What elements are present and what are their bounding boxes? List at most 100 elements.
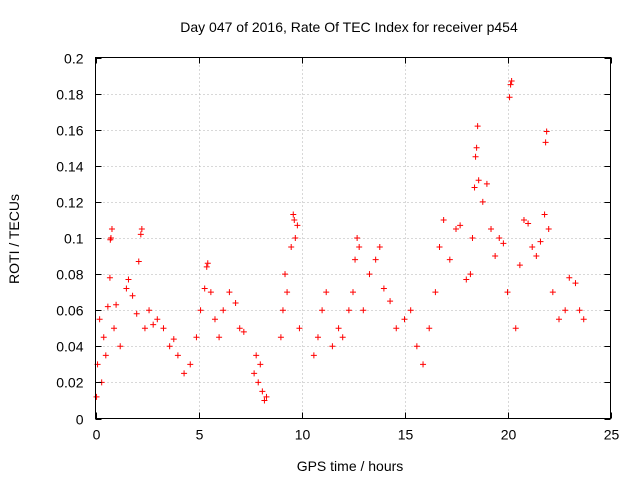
x-tick-label: 25 xyxy=(604,427,620,443)
data-points xyxy=(93,77,587,404)
data-point xyxy=(226,289,233,296)
data-point xyxy=(111,325,118,332)
data-point xyxy=(413,343,420,350)
data-point xyxy=(314,334,321,341)
plot-frame xyxy=(95,57,611,419)
data-point xyxy=(516,262,523,269)
data-point xyxy=(479,198,486,205)
data-point xyxy=(467,271,474,278)
data-point xyxy=(372,256,379,263)
data-point xyxy=(360,307,367,314)
data-point xyxy=(141,325,148,332)
data-point xyxy=(354,235,361,241)
y-tick-label: 0.04 xyxy=(56,339,83,355)
data-point xyxy=(401,316,408,323)
data-point xyxy=(170,336,177,343)
data-point xyxy=(166,343,173,350)
data-point xyxy=(288,244,295,251)
data-point xyxy=(537,238,544,245)
grid-lines xyxy=(95,57,611,419)
data-point xyxy=(294,222,301,229)
x-tick-label: 20 xyxy=(501,427,517,443)
data-point xyxy=(106,274,113,281)
data-point xyxy=(319,307,326,314)
data-point xyxy=(255,379,262,386)
data-point xyxy=(356,244,363,251)
data-point xyxy=(440,216,447,223)
data-point xyxy=(282,271,289,278)
data-point xyxy=(207,289,214,296)
data-point xyxy=(181,370,188,377)
data-point xyxy=(345,307,352,314)
data-point xyxy=(352,256,359,263)
data-point xyxy=(350,289,356,296)
data-point xyxy=(329,343,336,350)
data-point xyxy=(174,352,181,359)
y-tick-label: 0.14 xyxy=(56,159,83,175)
data-point xyxy=(446,256,453,263)
data-point xyxy=(549,289,556,296)
data-point xyxy=(432,289,439,296)
data-point xyxy=(291,216,298,223)
data-point xyxy=(525,220,532,227)
data-point xyxy=(475,177,482,184)
data-point xyxy=(117,343,124,350)
data-point xyxy=(541,211,548,218)
data-point xyxy=(562,307,569,314)
data-point xyxy=(488,225,495,232)
x-tick-label: 5 xyxy=(196,427,204,443)
data-point xyxy=(284,289,291,296)
data-point xyxy=(125,276,132,283)
data-point xyxy=(556,316,562,323)
y-tick-label: 0.02 xyxy=(56,375,83,391)
y-tick-label: 0.16 xyxy=(56,123,83,139)
data-point xyxy=(512,325,519,332)
data-point xyxy=(150,321,157,328)
data-point xyxy=(107,235,114,241)
data-point xyxy=(203,263,210,270)
y-tick-label: 0.06 xyxy=(56,303,83,319)
data-point xyxy=(474,123,481,130)
data-point xyxy=(483,180,490,187)
data-point xyxy=(580,316,587,323)
data-point xyxy=(138,225,145,232)
data-point xyxy=(506,94,513,101)
data-point xyxy=(339,334,346,341)
data-point xyxy=(220,307,227,314)
data-point xyxy=(100,334,107,341)
y-tick-label: 0 xyxy=(76,412,84,428)
data-point xyxy=(420,361,427,368)
data-point xyxy=(201,285,208,292)
x-tick-labels: 0 5 10 15 20 25 xyxy=(93,427,620,443)
data-point xyxy=(146,307,153,314)
data-point xyxy=(426,325,433,332)
data-point xyxy=(129,292,136,299)
data-point xyxy=(277,334,284,341)
data-point xyxy=(137,231,144,238)
data-point xyxy=(102,352,109,359)
data-point xyxy=(366,271,373,278)
data-point xyxy=(236,325,243,332)
x-tick-label: 10 xyxy=(295,427,311,443)
data-point xyxy=(253,352,260,359)
data-point xyxy=(508,77,515,84)
data-point xyxy=(545,225,552,232)
data-point xyxy=(520,216,527,223)
data-point xyxy=(261,397,268,404)
data-point xyxy=(160,325,167,332)
data-point xyxy=(453,225,459,232)
data-point xyxy=(292,235,299,241)
data-point xyxy=(576,307,583,314)
data-point xyxy=(251,370,258,377)
data-point xyxy=(296,325,303,332)
y-tick-label: 0.18 xyxy=(56,87,83,103)
data-point xyxy=(566,274,573,281)
y-tick-label: 0.2 xyxy=(64,51,84,67)
data-point xyxy=(387,298,394,305)
data-point xyxy=(472,153,479,160)
x-tick-label: 15 xyxy=(398,427,414,443)
data-point xyxy=(104,303,111,310)
y-tick-labels: 0 0.02 0.04 0.06 0.08 0.1 0.12 0.14 0.16 0.18 0.2 xyxy=(56,51,83,428)
data-point xyxy=(463,276,470,283)
data-point xyxy=(123,285,130,292)
